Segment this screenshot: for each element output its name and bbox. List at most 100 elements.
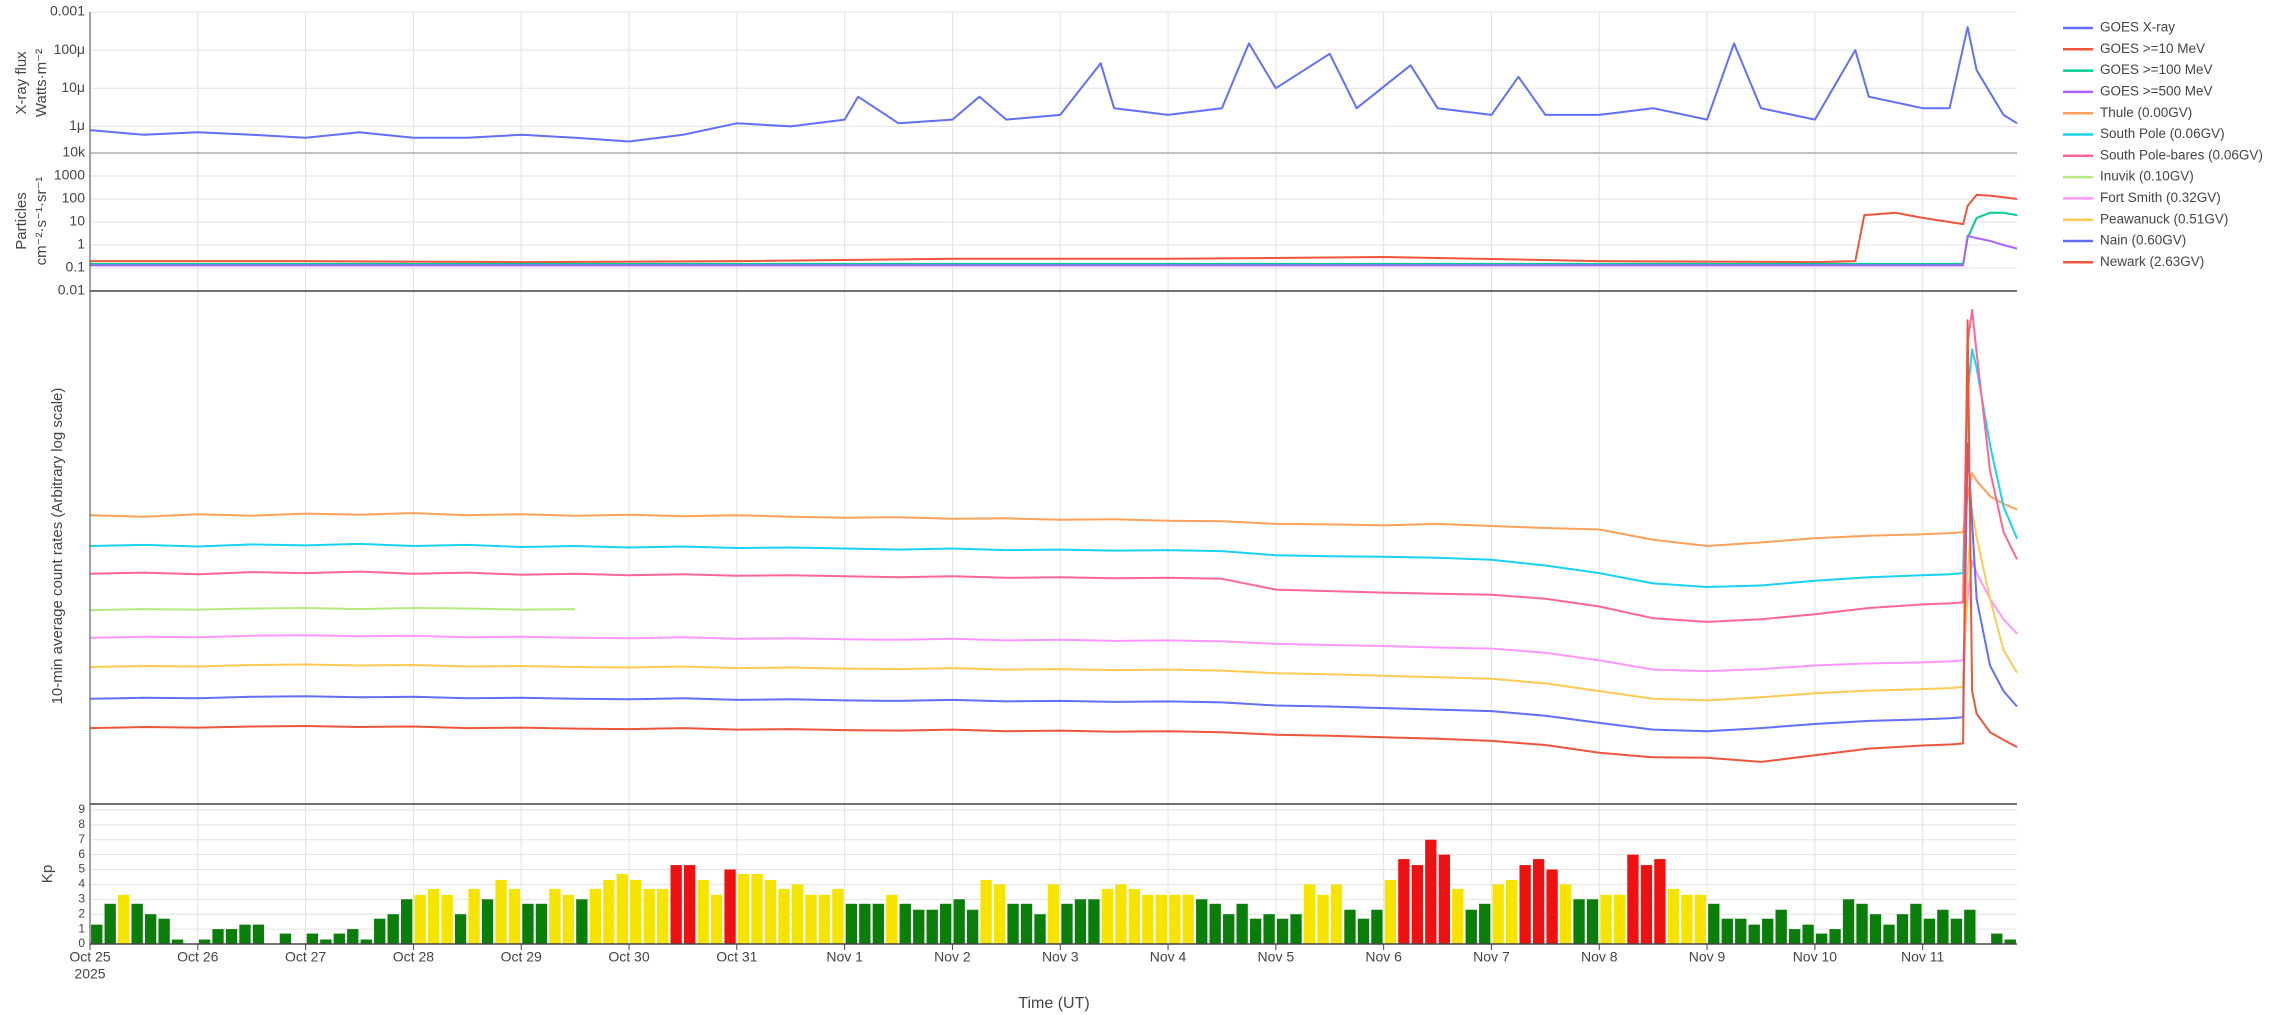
kp-bar [1708, 903, 1720, 944]
kp-bar [630, 879, 642, 944]
legend-label: Newark (2.63GV) [2100, 254, 2204, 269]
y-tick-label: 5 [78, 862, 85, 876]
x-axis-title: Time (UT) [1018, 995, 1089, 1012]
kp-bar [1694, 894, 1706, 944]
kp-bar [1223, 914, 1235, 944]
kp-bar [1842, 899, 1855, 944]
kp-bar [104, 903, 116, 944]
kp-bar [1479, 903, 1491, 944]
y-axis-title: X-ray flux [13, 51, 30, 115]
kp-bar [1775, 909, 1787, 944]
kp-bar [252, 924, 265, 944]
series-line [89, 319, 2018, 763]
kp-bar [1411, 865, 1423, 944]
kp-bar [306, 933, 319, 944]
kp-bar [360, 939, 372, 944]
kp-bar [1681, 894, 1693, 944]
kp-bar [468, 888, 480, 944]
series-line [89, 472, 2018, 547]
kp-bar [710, 894, 723, 944]
kp-bar [684, 865, 696, 944]
kp-bar [589, 888, 601, 944]
kp-bar [818, 894, 831, 944]
kp-bar [454, 914, 467, 944]
series-line [89, 309, 2018, 623]
legend-label: GOES X-ray [2100, 20, 2175, 35]
series-line [90, 211, 2018, 265]
kp-bar [1613, 894, 1626, 944]
kp-bar [347, 929, 359, 944]
kp-bar [1654, 859, 1666, 944]
x-tick-label: Nov 6 [1365, 949, 1402, 965]
kp-bar [643, 888, 655, 944]
kp-bar [1034, 914, 1046, 944]
x-tick-label: Oct 29 [501, 949, 542, 965]
kp-bar [1802, 924, 1814, 944]
kp-bar [118, 894, 130, 944]
kp-bar [279, 933, 292, 944]
kp-bar [481, 899, 494, 944]
kp-bar [225, 929, 238, 944]
kp-bar [1438, 854, 1450, 944]
x-tick-label: Oct 30 [608, 949, 649, 965]
kp-bar [832, 888, 844, 944]
kp-bar [764, 879, 777, 944]
kp-bar [1452, 888, 1464, 944]
kp-bar [1586, 899, 1599, 944]
kp-bar [1290, 914, 1302, 944]
x-tick-label: Oct 26 [177, 949, 218, 965]
y-tick-label: 7 [78, 832, 85, 846]
kp-bar [1330, 884, 1343, 944]
y-tick-label: 2 [78, 906, 85, 920]
kp-bar [899, 903, 911, 944]
x-tick-label: Nov 10 [1793, 949, 1838, 965]
series-line [89, 607, 576, 612]
kp-bar [1061, 903, 1073, 944]
kp-bar [1088, 899, 1100, 944]
x-tick-label: Nov 7 [1473, 949, 1510, 965]
kp-bar [657, 888, 669, 944]
x-tick-label: Nov 4 [1150, 949, 1187, 965]
kp-bar [576, 899, 588, 944]
kp-bar [144, 914, 157, 944]
kp-bar [171, 939, 184, 944]
legend-label: Inuvik (0.10GV) [2100, 169, 2194, 184]
kp-bar [1559, 884, 1572, 944]
kp-bar [886, 894, 898, 944]
kp-bar [1249, 918, 1262, 944]
kp-bar [1519, 865, 1531, 944]
kp-bar [1600, 894, 1612, 944]
kp-bar [1169, 894, 1181, 944]
kp-bar [1937, 909, 1949, 944]
y-tick-label: 4 [78, 877, 85, 891]
kp-bar [1317, 894, 1329, 944]
kp-bar [1506, 879, 1518, 944]
kp-bar [1627, 854, 1639, 944]
kp-bar [522, 903, 534, 944]
kp-bar [926, 909, 938, 944]
kp-bar [1465, 909, 1477, 944]
kp-bar [1964, 909, 1976, 944]
kp-bar [549, 888, 561, 944]
series-line [89, 442, 2018, 733]
kp-bar [1344, 909, 1356, 944]
series-line [90, 193, 2018, 264]
kp-bar [1209, 903, 1221, 944]
kp-bar [2004, 939, 2016, 944]
kp-bar [1263, 914, 1275, 944]
x-tick-label: Nov 2 [934, 949, 971, 965]
kp-bar [993, 884, 1006, 944]
x-tick-label: Nov 11 [1901, 949, 1945, 965]
x-tick-label: Oct 27 [285, 949, 326, 965]
series-line [89, 559, 2018, 673]
kp-bar [1155, 894, 1167, 944]
series-line [89, 348, 2018, 588]
y-tick-label: 1000 [54, 167, 85, 183]
y-tick-label: 6 [78, 847, 85, 861]
series-line [90, 234, 2018, 267]
y-tick-label: 0 [78, 936, 85, 950]
legend-label: GOES >=100 MeV [2100, 62, 2213, 77]
x-tick-label: Nov 9 [1689, 949, 1726, 965]
